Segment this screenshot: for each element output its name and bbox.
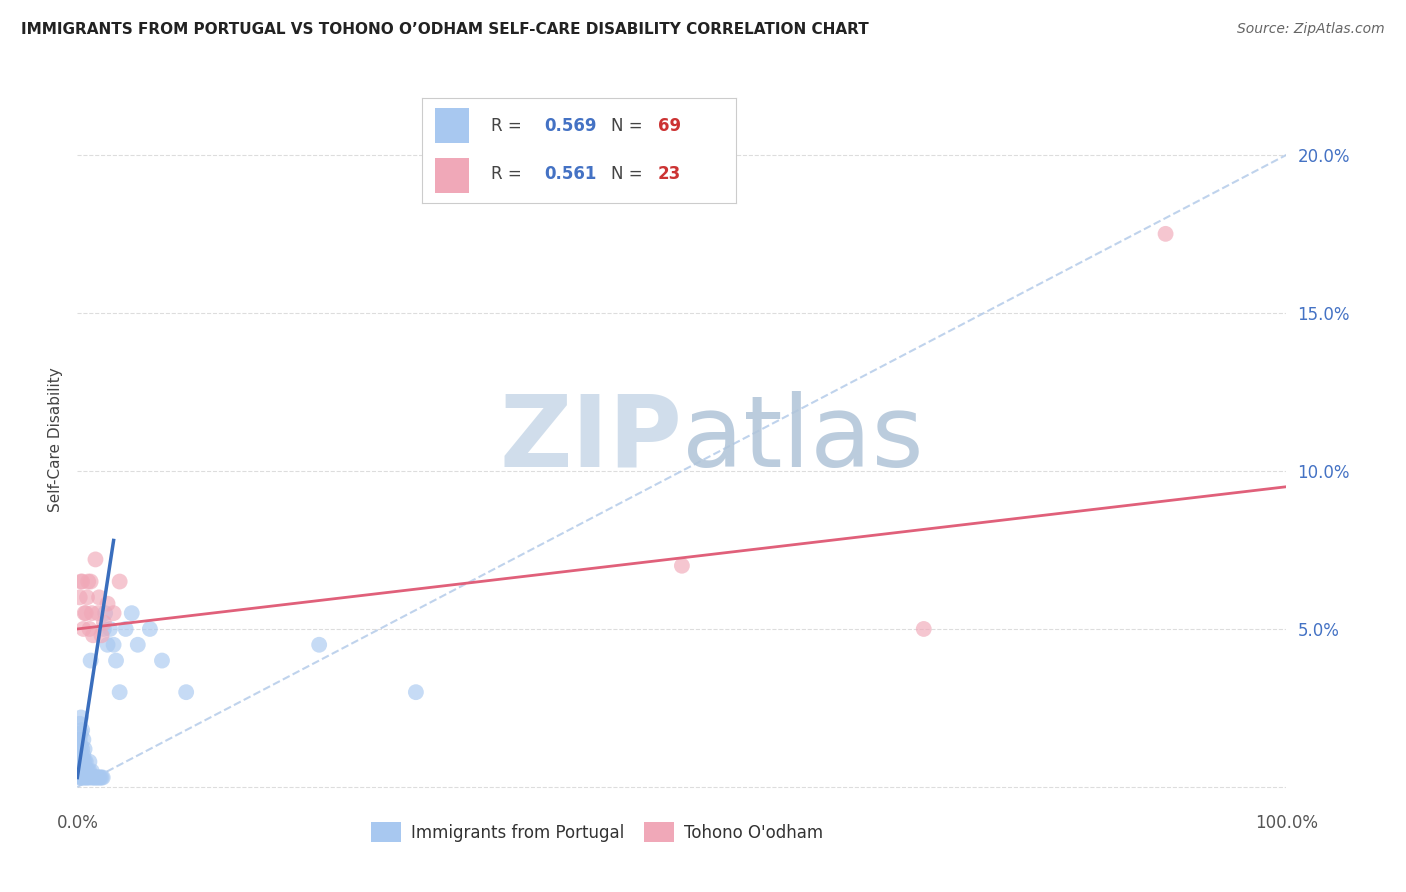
Point: [114, 622, 136, 636]
Point: [108, 685, 131, 699]
Point: [94, 606, 117, 620]
Point: [77, 771, 100, 785]
Point: [76, 764, 98, 779]
Point: [69, 771, 91, 785]
Point: [69, 764, 91, 779]
Point: [80, 771, 103, 785]
Point: [67, 764, 90, 779]
Point: [671, 558, 693, 573]
Point: [72, 622, 94, 636]
Y-axis label: Self-Care Disability: Self-Care Disability: [48, 367, 63, 512]
Point: [73, 742, 96, 756]
Legend: Immigrants from Portugal, Tohono O'odham: Immigrants from Portugal, Tohono O'odham: [364, 815, 830, 849]
Point: [75, 771, 97, 785]
Point: [69, 732, 91, 747]
Point: [72, 764, 94, 779]
Point: [72, 771, 94, 785]
Point: [174, 685, 197, 699]
Point: [70, 726, 93, 740]
Point: [73, 764, 96, 779]
Point: [72, 732, 94, 747]
Point: [75, 606, 97, 620]
Point: [98, 622, 121, 636]
Point: [69, 748, 91, 763]
Point: [77, 764, 100, 779]
Point: [405, 685, 427, 699]
Point: [80, 764, 103, 779]
Point: [70, 748, 93, 763]
Point: [73, 755, 96, 769]
Point: [76, 591, 98, 605]
Point: [70, 771, 93, 785]
Point: [70, 764, 93, 779]
Point: [79, 622, 101, 636]
Point: [83, 771, 105, 785]
Point: [67, 755, 90, 769]
Text: atlas: atlas: [682, 391, 924, 488]
Point: [72, 755, 94, 769]
Point: [70, 574, 93, 589]
Point: [139, 622, 162, 636]
Point: [87, 771, 110, 785]
Point: [108, 574, 131, 589]
Point: [79, 574, 101, 589]
Point: [96, 597, 118, 611]
Point: [96, 638, 118, 652]
Text: IMMIGRANTS FROM PORTUGAL VS TOHONO O’ODHAM SELF-CARE DISABILITY CORRELATION CHAR: IMMIGRANTS FROM PORTUGAL VS TOHONO O’ODH…: [21, 22, 869, 37]
Point: [103, 638, 125, 652]
Point: [93, 615, 115, 630]
Point: [73, 771, 96, 785]
Point: [67, 748, 90, 763]
Point: [70, 710, 93, 724]
Point: [308, 638, 330, 652]
Point: [75, 755, 97, 769]
Point: [82, 628, 104, 642]
Point: [70, 771, 93, 785]
Point: [70, 739, 93, 753]
Point: [75, 764, 97, 779]
Text: ZIP: ZIP: [499, 391, 682, 488]
Point: [70, 742, 93, 756]
Point: [84, 771, 107, 785]
Point: [121, 606, 143, 620]
Point: [69, 757, 91, 772]
Point: [79, 771, 101, 785]
Point: [80, 606, 103, 620]
Point: [93, 622, 115, 636]
Point: [77, 574, 100, 589]
Point: [82, 771, 104, 785]
Text: Source: ZipAtlas.com: Source: ZipAtlas.com: [1237, 22, 1385, 37]
Point: [70, 574, 93, 589]
Point: [87, 606, 110, 620]
Point: [76, 771, 98, 785]
Point: [79, 654, 101, 668]
Point: [70, 764, 93, 779]
Point: [79, 755, 101, 769]
Point: [69, 591, 91, 605]
Point: [86, 771, 108, 785]
Point: [73, 606, 96, 620]
Point: [89, 771, 111, 785]
Point: [84, 552, 107, 566]
Point: [69, 742, 91, 756]
Point: [127, 638, 149, 652]
Point: [90, 771, 112, 785]
Point: [70, 755, 93, 769]
Point: [87, 771, 110, 785]
Point: [87, 591, 110, 605]
Point: [91, 771, 114, 785]
Point: [70, 723, 93, 737]
Point: [70, 757, 93, 772]
Point: [69, 716, 91, 731]
Point: [912, 622, 935, 636]
Point: [67, 732, 90, 747]
Point: [90, 628, 112, 642]
Point: [79, 764, 101, 779]
Point: [1154, 227, 1177, 241]
Point: [103, 606, 125, 620]
Point: [150, 654, 173, 668]
Point: [105, 654, 128, 668]
Point: [72, 748, 94, 763]
